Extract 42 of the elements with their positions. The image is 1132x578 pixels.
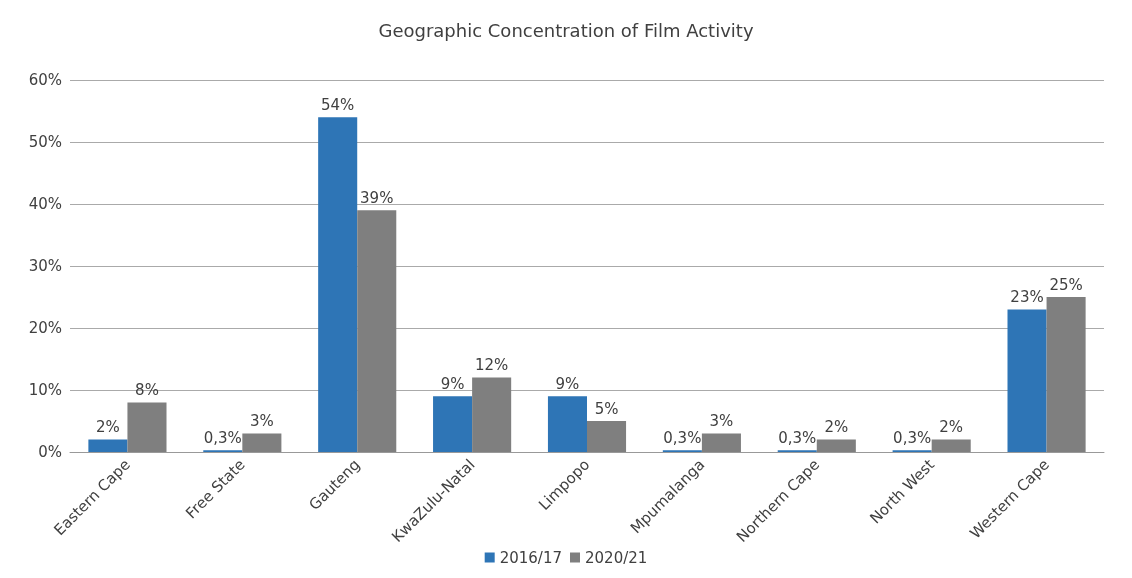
data-label: 0,3% [663,428,702,447]
bar [816,439,856,452]
data-label: 5% [594,399,619,418]
bar [88,439,128,452]
data-label: 39% [360,188,394,207]
bar [701,433,741,452]
data-label: 23% [1010,287,1044,306]
data-label: 8% [135,380,159,399]
bar [547,396,587,452]
data-label: 0,3% [778,428,817,447]
bar [127,402,167,452]
data-label: 0,3% [893,428,932,447]
chart-title: Geographic Concentration of Film Activity [378,19,754,41]
data-label: 3% [249,411,274,430]
bar [242,433,282,452]
y-tick-label: 20% [28,319,62,337]
bar [587,421,627,452]
y-tick-label: 30% [28,257,62,275]
y-tick-label: 10% [28,381,62,399]
data-label: 3% [709,411,734,430]
bar [318,117,358,452]
legend-label: 2020/21 [585,548,648,567]
y-tick-label: 40% [28,195,62,213]
bar [1046,297,1086,452]
bar [1007,309,1047,452]
data-label: 54% [321,95,355,114]
data-label: 2% [939,418,964,437]
data-label: 2% [824,418,849,437]
y-tick-label: 60% [28,71,62,89]
y-tick-label: 0% [38,443,62,461]
data-label: 9% [555,374,580,393]
data-label: 2% [96,418,120,437]
bar [931,439,971,452]
bar [433,396,473,452]
data-label: 12% [474,356,509,375]
bar [357,210,397,452]
legend-label: 2016/17 [499,548,563,567]
data-label: 9% [440,374,465,393]
data-label: 25% [1049,275,1083,294]
y-tick-label: 50% [28,133,62,151]
data-label: 0,3% [203,428,242,447]
bar [472,377,512,452]
